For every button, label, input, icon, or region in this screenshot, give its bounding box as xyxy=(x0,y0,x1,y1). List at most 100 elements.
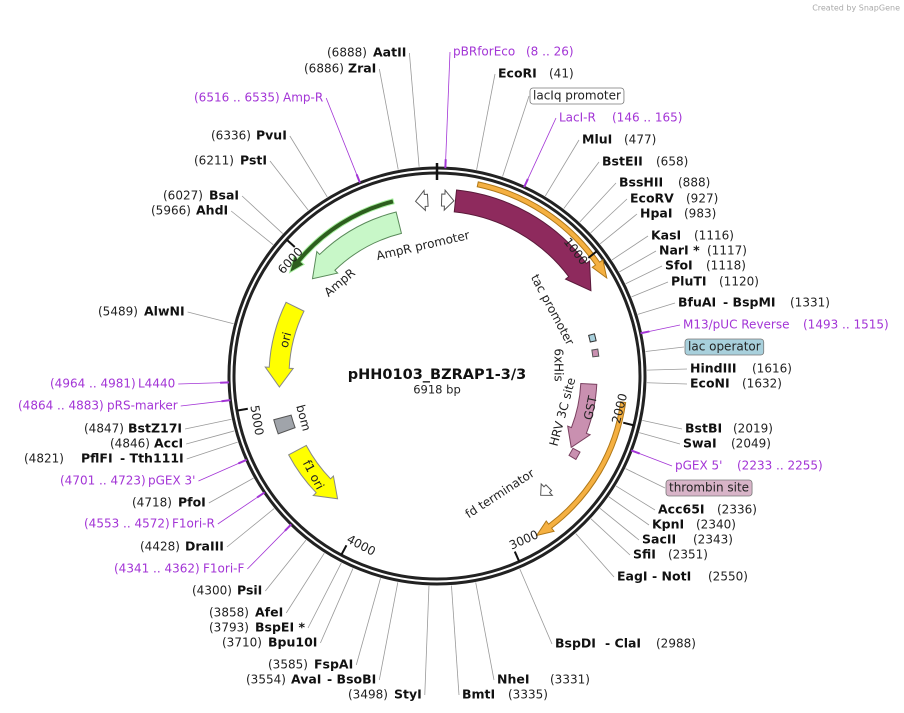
enzyme-position: (2988) xyxy=(656,637,696,651)
enzyme-position: (5966) xyxy=(151,204,191,218)
tick-label: 3000 xyxy=(507,527,541,552)
feature-arrow xyxy=(264,301,305,388)
enzyme-position: (2336) xyxy=(717,503,757,517)
feature-arrow xyxy=(453,189,592,292)
enzyme-name: EcoRI xyxy=(498,66,537,81)
primer-name: Amp-R xyxy=(283,91,323,105)
enzyme-position: (6211) xyxy=(194,154,234,168)
enzyme-name: SwaI xyxy=(683,436,717,451)
enzyme-name: - Tth111I xyxy=(120,451,184,466)
connector xyxy=(639,432,681,445)
connector xyxy=(320,568,354,644)
connector xyxy=(230,210,274,245)
tick-label: 5000 xyxy=(247,404,266,436)
connector xyxy=(180,400,229,407)
tick-mark xyxy=(236,407,248,412)
enzyme-name: PluTI xyxy=(671,274,707,289)
primer-range: (8 .. 26) xyxy=(526,45,574,59)
enzyme-name: BspDI xyxy=(555,636,596,651)
enzyme-position: (6027) xyxy=(163,189,203,203)
enzyme-position: (2343) xyxy=(693,533,733,547)
connector xyxy=(378,582,399,681)
enzyme-position: (5489) xyxy=(98,305,138,319)
connector xyxy=(625,468,666,489)
enzyme-name: BmtI xyxy=(462,687,495,702)
connector xyxy=(178,382,228,385)
connector xyxy=(646,382,688,385)
connector xyxy=(590,518,631,556)
primer-site xyxy=(256,491,266,499)
connector xyxy=(226,508,275,548)
primer-site xyxy=(221,399,231,403)
enzyme-name: - BspMI xyxy=(723,295,776,310)
enzyme-position: (4300) xyxy=(192,584,232,598)
enzyme-position: (6888) xyxy=(327,46,367,60)
enzyme-position: (3331) xyxy=(550,673,590,687)
enzyme-position: (3498) xyxy=(348,688,388,702)
plasmid-name: pHH0103_BZRAP1-3/3 xyxy=(348,367,526,383)
connector xyxy=(645,346,685,352)
feature-arrow xyxy=(535,401,627,537)
connector xyxy=(247,525,291,570)
enzyme-position: (6336) xyxy=(211,129,251,143)
connector xyxy=(476,73,496,170)
primer-site xyxy=(284,523,292,532)
enzyme-position: (1118) xyxy=(706,259,746,273)
tick-mark xyxy=(285,238,296,248)
feature-box xyxy=(684,338,765,356)
connector xyxy=(502,95,530,177)
connector xyxy=(519,568,553,645)
enzyme-name: SfiI xyxy=(633,547,656,562)
connector xyxy=(451,585,460,696)
primer-range: (4553 .. 4572) xyxy=(84,517,170,531)
enzyme-position: (1331) xyxy=(790,296,830,310)
feature-box xyxy=(529,87,625,105)
enzyme-name: HpaI xyxy=(640,206,673,221)
connector xyxy=(186,441,238,460)
feature-label: lacI xyxy=(510,238,535,261)
enzyme-name: ZraI xyxy=(348,61,376,76)
feature-label: bom xyxy=(293,403,313,432)
tick-mark xyxy=(513,551,521,562)
enzyme-name: MluI xyxy=(582,132,612,147)
primer-name: F1ori-F xyxy=(203,562,244,576)
enzyme-position: (3858) xyxy=(209,606,249,620)
primer-range: (4964 .. 4981) xyxy=(50,377,136,391)
connector xyxy=(184,418,232,430)
tick-mark xyxy=(622,421,635,427)
feature-arrow xyxy=(540,482,554,496)
enzyme-position: (927) xyxy=(686,192,718,206)
connector xyxy=(265,539,307,592)
feature-label: 6xHis xyxy=(552,348,566,381)
enzyme-position: (658) xyxy=(656,155,688,169)
enzyme-position: (4428) xyxy=(140,540,180,554)
tick-mark xyxy=(340,544,348,556)
feature-arrow xyxy=(288,198,395,274)
enzyme-position: (1117) xyxy=(707,244,747,258)
enzyme-name: PflFI xyxy=(81,451,113,466)
feature-arrow xyxy=(414,189,429,212)
enzyme-name: AhdI xyxy=(196,203,228,218)
primer-name: LacI-R xyxy=(559,111,596,125)
connector xyxy=(307,562,342,629)
enzyme-position: (41) xyxy=(549,67,574,81)
enzyme-name: BstBI xyxy=(685,421,722,436)
primer-range: (6516 .. 6535) xyxy=(194,91,280,105)
primer-name: M13/pUC Reverse xyxy=(683,318,790,332)
connector xyxy=(631,281,669,298)
primer-name: pGEX 3' xyxy=(148,474,195,488)
enzyme-name: NheI xyxy=(497,672,530,687)
enzyme-name: - BsoBI xyxy=(327,672,376,687)
primer-name: F1ori-R xyxy=(172,517,215,531)
primer-range: (146 .. 165) xyxy=(612,111,682,125)
enzyme-position: (3710) xyxy=(222,636,262,650)
connector xyxy=(575,533,615,578)
primer-site xyxy=(355,174,361,184)
connector xyxy=(524,117,557,186)
enzyme-name: SacII xyxy=(642,532,676,547)
feature-arrow xyxy=(440,188,455,212)
watermark: Created by SnapGene xyxy=(812,4,900,13)
tick-label: 4000 xyxy=(344,532,378,559)
enzyme-position: (4847) xyxy=(84,422,124,436)
